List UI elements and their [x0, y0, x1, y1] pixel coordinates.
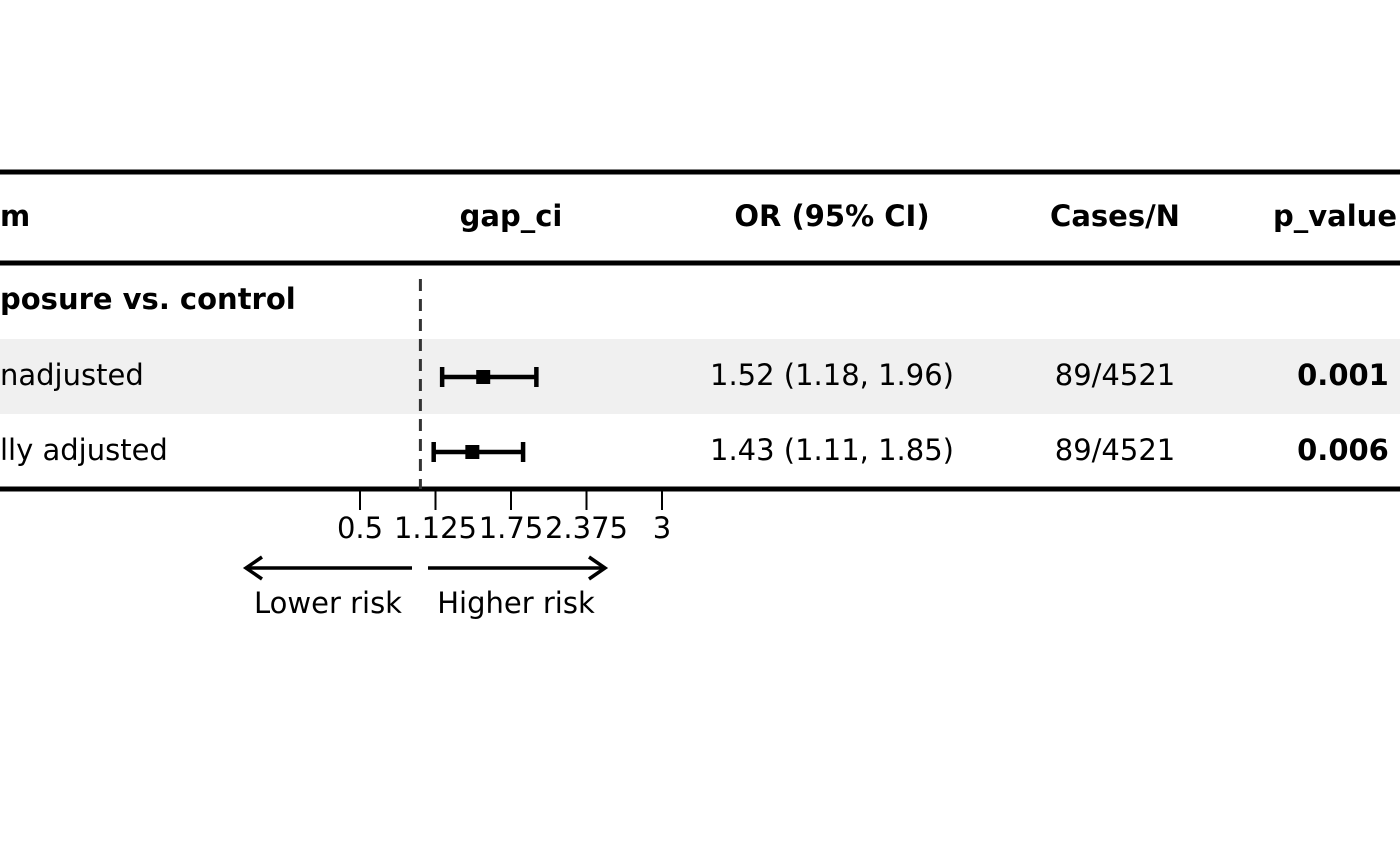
row-label: nadjusted: [0, 358, 144, 392]
group-label: posure vs. control: [0, 282, 296, 316]
header-cell: gap_ci: [460, 199, 563, 233]
header-cell: Cases/N: [1050, 199, 1180, 233]
header-cell: OR (95% CI): [734, 199, 929, 233]
right-label: Higher risk: [437, 586, 595, 620]
header-cell: p_value: [1273, 199, 1397, 233]
header-cell: m: [0, 199, 30, 233]
cell: 89/4521: [1055, 358, 1175, 392]
risk-arrows: [242, 555, 609, 581]
cell: 1.52 (1.18, 1.96): [710, 358, 954, 392]
x-tick-label: 1.75: [479, 511, 544, 545]
point-estimate: [476, 370, 491, 384]
point-estimate: [465, 445, 480, 459]
cell: 0.001: [1297, 358, 1389, 392]
x-tick-label: 1.125: [394, 511, 477, 545]
cell: 89/4521: [1055, 433, 1175, 467]
x-tick-label: 0.5: [337, 511, 383, 545]
cell: 1.43 (1.11, 1.85): [710, 433, 954, 467]
cell: 0.006: [1297, 433, 1389, 467]
left-label: Lower risk: [254, 586, 402, 620]
x-tick-label: 2.375: [545, 511, 628, 545]
row-stripe: [0, 339, 1400, 414]
row-label: lly adjusted: [0, 433, 168, 467]
x-tick-label: 3: [653, 511, 671, 545]
